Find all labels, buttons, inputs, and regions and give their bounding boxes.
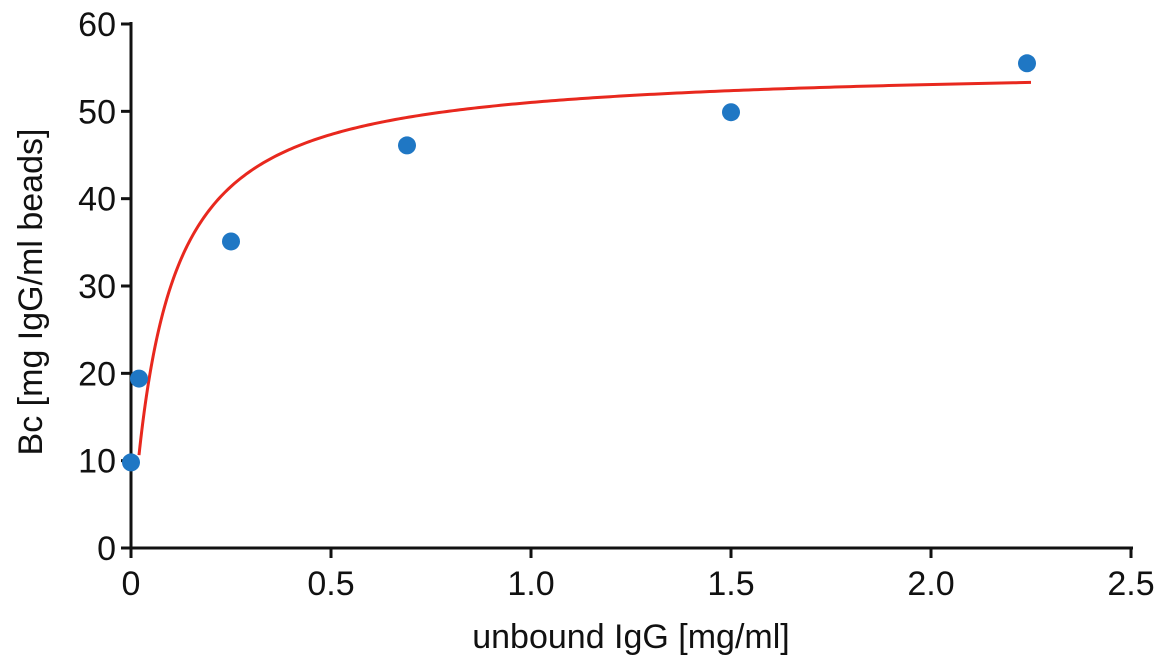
y-tick-label: 40 xyxy=(78,181,116,219)
y-tick-label: 50 xyxy=(78,93,116,131)
y-tick-label: 10 xyxy=(78,443,116,481)
data-point xyxy=(398,136,416,155)
data-point xyxy=(130,369,148,388)
x-axis-title: unbound IgG [mg/ml] xyxy=(472,618,790,656)
y-axis: 0 10 20 30 40 50 60 xyxy=(78,6,133,568)
y-tick-label: 60 xyxy=(78,6,116,44)
data-point xyxy=(722,103,740,122)
x-tick-label: 1.0 xyxy=(507,565,554,603)
data-point xyxy=(1018,54,1036,73)
fit-curve-line xyxy=(137,80,1032,456)
y-axis-title: Bc [mg IgG/ml beads] xyxy=(12,129,50,456)
x-tick-label: 2.5 xyxy=(1107,565,1154,603)
y-tick-label: 30 xyxy=(78,268,116,306)
y-tick-label: 20 xyxy=(78,355,116,393)
x-tick-label: 0.5 xyxy=(307,565,354,603)
x-tick-label: 2.0 xyxy=(907,565,954,603)
data-points-layer xyxy=(122,54,1036,472)
data-point xyxy=(222,232,240,251)
x-tick-label: 1.5 xyxy=(707,565,754,603)
data-point xyxy=(122,453,140,472)
x-tick-label: 0 xyxy=(122,565,141,603)
y-tick-label: 0 xyxy=(97,530,116,568)
fit-curve-layer xyxy=(137,80,1032,456)
x-axis: 0 0.5 1.0 1.5 2.0 2.5 xyxy=(122,546,1155,603)
